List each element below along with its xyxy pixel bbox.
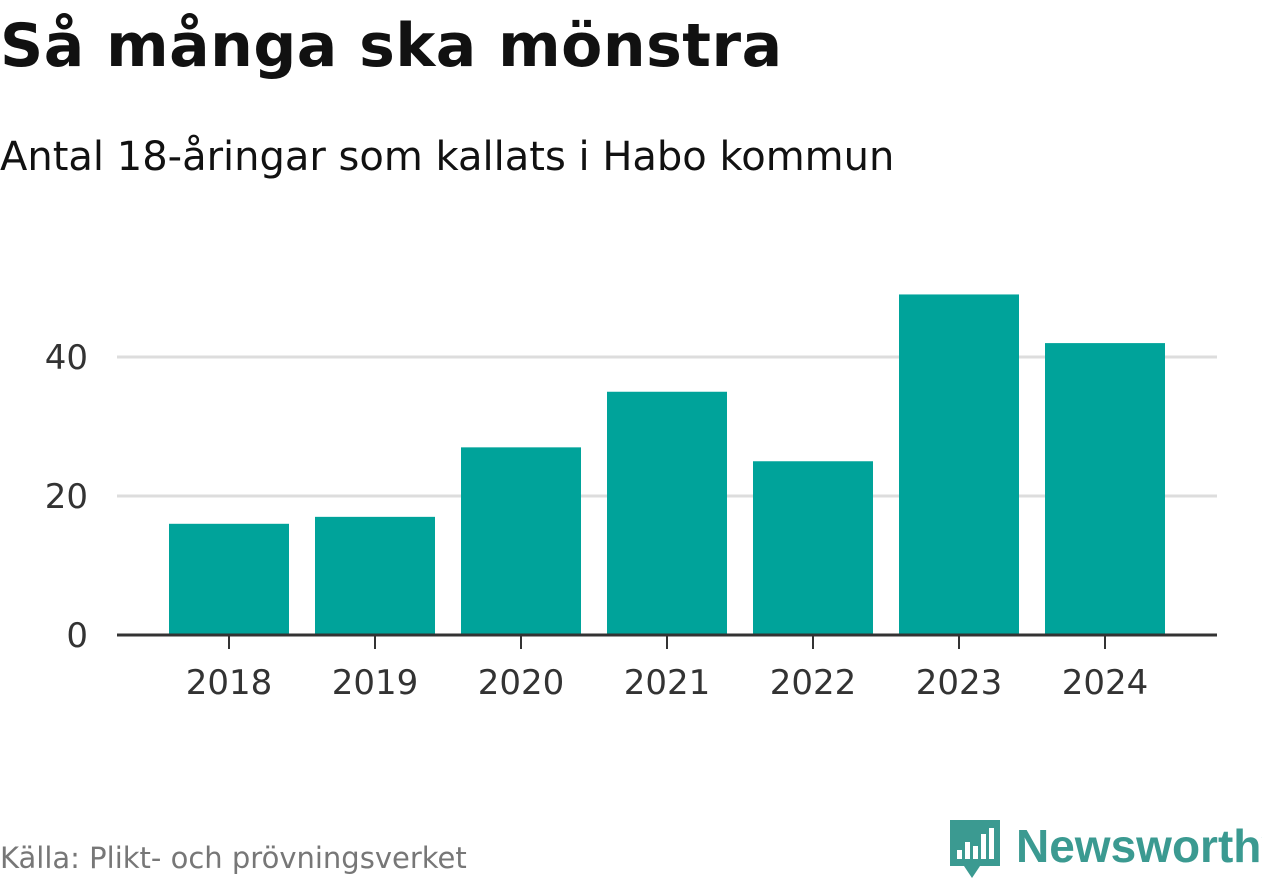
y-tick-label: 40 <box>45 338 88 378</box>
x-tick-label: 2019 <box>332 663 419 703</box>
bar <box>899 294 1019 635</box>
y-tick-label: 20 <box>45 477 88 517</box>
x-tick-label: 2022 <box>770 663 857 703</box>
bar <box>753 461 873 635</box>
x-tick-label: 2021 <box>624 663 711 703</box>
bar <box>169 523 289 635</box>
x-tick-label: 2020 <box>478 663 565 703</box>
chart-subtitle: Antal 18-åringar som kallats i Habo komm… <box>0 134 895 180</box>
bar <box>461 447 581 635</box>
newsworthy-logo-icon <box>950 820 1000 878</box>
brand-name: Newsworthy <box>1016 820 1262 872</box>
brand-logo: Newsworthy <box>950 818 1262 880</box>
bar <box>1045 343 1165 635</box>
tick-labels: 0 20 40 2018 2019 2020 2021 2022 2023 2024 <box>45 338 1149 703</box>
axes <box>117 633 1217 649</box>
source-note: Källa: Plikt- och prövningsverket <box>0 841 467 875</box>
bar <box>607 391 727 635</box>
bar <box>315 516 435 635</box>
bars <box>169 294 1165 635</box>
chart-title: Så många ska mönstra <box>0 11 783 81</box>
x-tick-label: 2024 <box>1062 663 1149 703</box>
y-tick-label: 0 <box>66 616 88 656</box>
x-tick-label: 2023 <box>916 663 1003 703</box>
x-tick-label: 2018 <box>186 663 273 703</box>
